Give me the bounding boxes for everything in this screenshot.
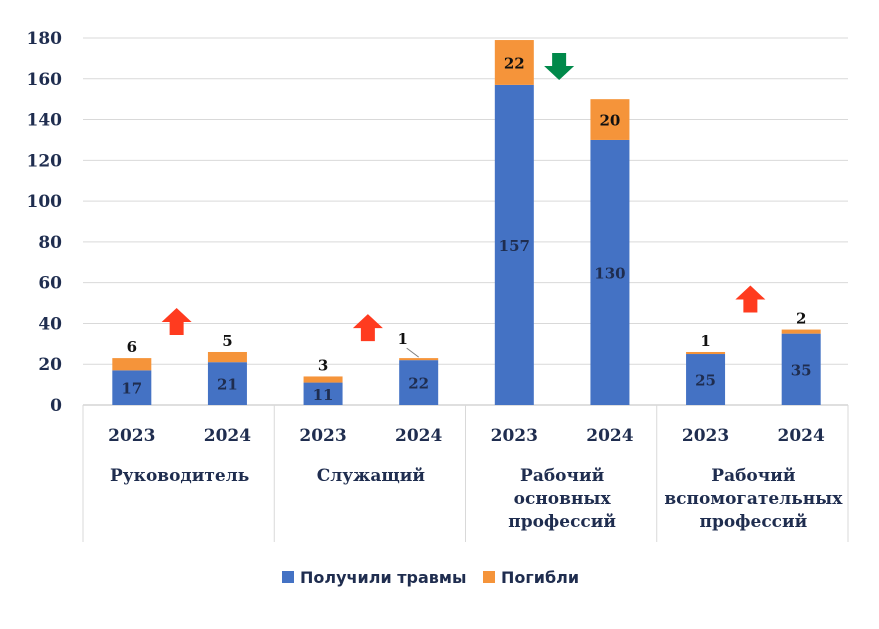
year-label: 2024 (204, 426, 251, 446)
legend-label: Получили травмы (300, 568, 466, 587)
y-tick-label: 140 (27, 111, 63, 131)
bar-killed (494, 40, 534, 85)
year-label: 2023 (682, 426, 729, 446)
bar-injured (112, 370, 152, 405)
bar-injured (399, 360, 439, 405)
bar-injured (590, 139, 630, 405)
data-label-killed: 1 (700, 332, 710, 350)
bar-injured (686, 354, 726, 405)
year-label: 2023 (299, 426, 346, 446)
y-tick-label: 160 (27, 70, 63, 90)
data-label-killed: 20 (600, 112, 621, 130)
bar-killed (207, 351, 247, 363)
data-label-injured: 17 (121, 380, 142, 398)
bar-injured (781, 333, 821, 405)
bar-injured (494, 84, 534, 406)
group-label: Рабочий основных профессий (508, 466, 616, 532)
group-label-line: Рабочий (520, 466, 605, 486)
data-label-killed: 22 (504, 54, 525, 72)
group-label-line: профессий (508, 512, 616, 532)
group-label-line: основных (514, 489, 612, 509)
group-label: Рабочий вспомогательных профессий (664, 466, 843, 532)
data-label-injured: 157 (499, 237, 530, 255)
y-tick-label: 0 (50, 396, 62, 416)
bar-killed (781, 329, 821, 334)
y-tick-label: 80 (38, 233, 62, 253)
y-tick-label: 40 (38, 314, 62, 334)
year-label: 2023 (108, 426, 155, 446)
leader-line (406, 347, 419, 358)
data-label-killed: 3 (318, 356, 328, 374)
data-label-injured: 11 (313, 386, 334, 404)
group-label-line: Рабочий (711, 466, 796, 486)
year-label: 2023 (491, 426, 538, 446)
group-label-line: профессий (700, 512, 808, 532)
data-label-injured: 130 (594, 264, 625, 282)
y-tick-label: 100 (27, 192, 63, 212)
data-label-killed: 1 (397, 330, 407, 348)
legend-swatch (483, 571, 495, 583)
legend-label: Погибли (501, 568, 579, 587)
bar-killed (303, 376, 343, 383)
data-label-killed: 5 (222, 332, 232, 350)
data-label-injured: 25 (695, 372, 716, 390)
group-label-line: Служащий (317, 466, 426, 486)
bar-killed (686, 351, 726, 355)
year-label: 2024 (586, 426, 633, 446)
data-label-injured: 22 (408, 375, 429, 393)
year-label: 2024 (778, 426, 825, 446)
bar-killed (112, 358, 152, 371)
data-label-killed: 6 (127, 338, 137, 356)
group-label-line: Руководитель (110, 466, 249, 486)
group-label: Руководитель (110, 466, 249, 486)
bar-injured (303, 382, 343, 405)
group-label-line: вспомогательных (664, 489, 843, 509)
legend-swatch (282, 571, 294, 583)
data-label-injured: 21 (217, 376, 238, 394)
year-label: 2024 (395, 426, 442, 446)
bar-killed (399, 358, 439, 361)
data-label-killed: 2 (796, 310, 806, 328)
data-label-injured: 35 (791, 361, 812, 379)
bar-injured (207, 362, 247, 405)
trend-down-arrow-icon (544, 53, 575, 80)
trend-up-arrow-icon (735, 285, 766, 313)
y-tick-label: 20 (38, 355, 62, 375)
y-tick-label: 120 (27, 151, 63, 171)
group-label: Служащий (317, 466, 426, 486)
trend-up-arrow-icon (352, 314, 383, 342)
y-tick-label: 180 (27, 29, 63, 49)
bar-killed (590, 99, 630, 140)
y-tick-label: 60 (38, 274, 62, 294)
trend-up-arrow-icon (161, 307, 192, 335)
